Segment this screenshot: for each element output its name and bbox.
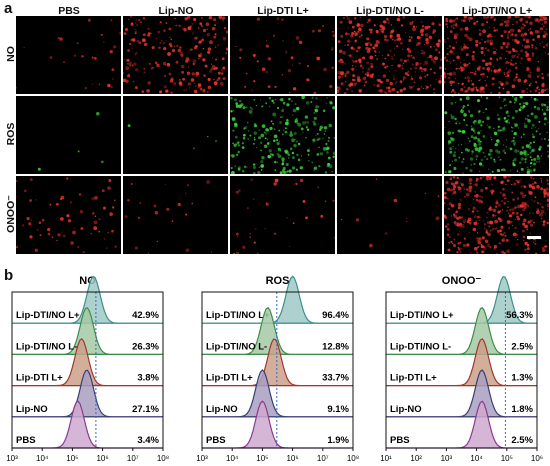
percent-label: 2.5%: [511, 435, 533, 446]
histogram-title: ROS: [266, 275, 290, 287]
micrograph-cell: [444, 16, 549, 94]
x-tick-label: 10⁷: [127, 454, 139, 463]
x-tick-label: 10⁸: [157, 454, 169, 463]
histogram-frame: [385, 291, 538, 449]
micrograph-cell: [337, 176, 442, 254]
x-tick-label: 10²: [410, 454, 422, 463]
histogram-title: ONOO⁻: [442, 275, 482, 287]
sample-label: PBS: [16, 435, 36, 446]
micrograph-cell: [230, 16, 335, 94]
x-tick-label: 10⁸: [347, 454, 359, 463]
x-tick-label: 10⁵: [66, 454, 78, 463]
sample-label: Lip-NO: [206, 404, 238, 415]
percent-label: 3.4%: [137, 435, 159, 446]
x-tick-label: 10⁵: [501, 454, 513, 463]
percent-label: 1.8%: [511, 404, 533, 415]
percent-label: 27.1%: [132, 404, 159, 415]
micrograph-cell: [337, 16, 442, 94]
micrograph-cell: [337, 96, 442, 174]
sample-label: Lip-NO: [16, 404, 48, 415]
sample-label: Lip-DTI/NO L-: [206, 341, 267, 352]
sample-label: Lip-DTI L+: [206, 373, 253, 384]
sample-label: Lip-DTI/NO L+: [16, 310, 80, 321]
percent-label: 1.9%: [327, 435, 349, 446]
sample-label: Lip-DTI/NO L+: [206, 310, 270, 321]
x-tick-label: 10³: [6, 454, 18, 463]
x-tick-label: 10⁵: [256, 454, 268, 463]
x-tick-label: 10³: [196, 454, 208, 463]
sample-label: Lip-DTI/NO L-: [16, 341, 77, 352]
histogram-frame: [11, 291, 164, 449]
x-tick-label: 10⁶: [96, 454, 108, 463]
percent-label: 56.3%: [506, 310, 533, 321]
x-tick-label: 10¹: [380, 454, 392, 463]
x-tick-label: 10⁶: [286, 454, 298, 463]
scale-bar: [527, 236, 541, 239]
micrograph-cell: [16, 16, 121, 94]
x-tick-label: 10⁷: [317, 454, 329, 463]
micrograph-cell: [230, 176, 335, 254]
micrograph-cell: [16, 176, 121, 254]
x-tick-label: 10⁴: [36, 454, 49, 463]
x-tick-label: 10⁶: [531, 454, 543, 463]
micrograph-cell: [444, 96, 549, 174]
x-tick-label: 10⁴: [226, 454, 239, 463]
column-label: PBS: [58, 5, 80, 17]
panel-a-letter: a: [4, 0, 13, 17]
column-label: Lip-NO: [158, 5, 194, 17]
micrograph-cell: [123, 16, 228, 94]
percent-label: 1.3%: [511, 373, 533, 384]
percent-label: 9.1%: [327, 404, 349, 415]
sample-label: Lip-DTI L+: [390, 373, 437, 384]
percent-label: 3.8%: [137, 373, 159, 384]
percent-label: 12.8%: [322, 341, 349, 352]
percent-label: 96.4%: [322, 310, 349, 321]
micrograph-cell: [123, 96, 228, 174]
sample-label: Lip-DTI/NO L-: [390, 341, 451, 352]
sample-label: Lip-DTI L+: [16, 373, 63, 384]
percent-label: 26.3%: [132, 341, 159, 352]
histogram-frame: [201, 291, 354, 449]
micrograph-cell: [123, 176, 228, 254]
sample-label: PBS: [206, 435, 226, 446]
sample-label: Lip-DTI/NO L+: [390, 310, 454, 321]
micrograph-cell: [230, 96, 335, 174]
percent-label: 42.9%: [132, 310, 159, 321]
column-label: Lip-DTI/NO L+: [461, 5, 533, 17]
x-tick-label: 10³: [441, 454, 453, 463]
percent-label: 33.7%: [322, 373, 349, 384]
sample-label: PBS: [390, 435, 410, 446]
micrograph-cell: [444, 176, 549, 254]
panel-b-letter: b: [4, 267, 14, 284]
column-label: Lip-DTI L+: [257, 5, 309, 17]
percent-label: 2.5%: [511, 341, 533, 352]
x-tick-label: 10⁴: [470, 454, 483, 463]
micrograph-cell: [16, 96, 121, 174]
sample-label: Lip-NO: [390, 404, 422, 415]
column-label: Lip-DTI/NO L-: [356, 5, 424, 17]
